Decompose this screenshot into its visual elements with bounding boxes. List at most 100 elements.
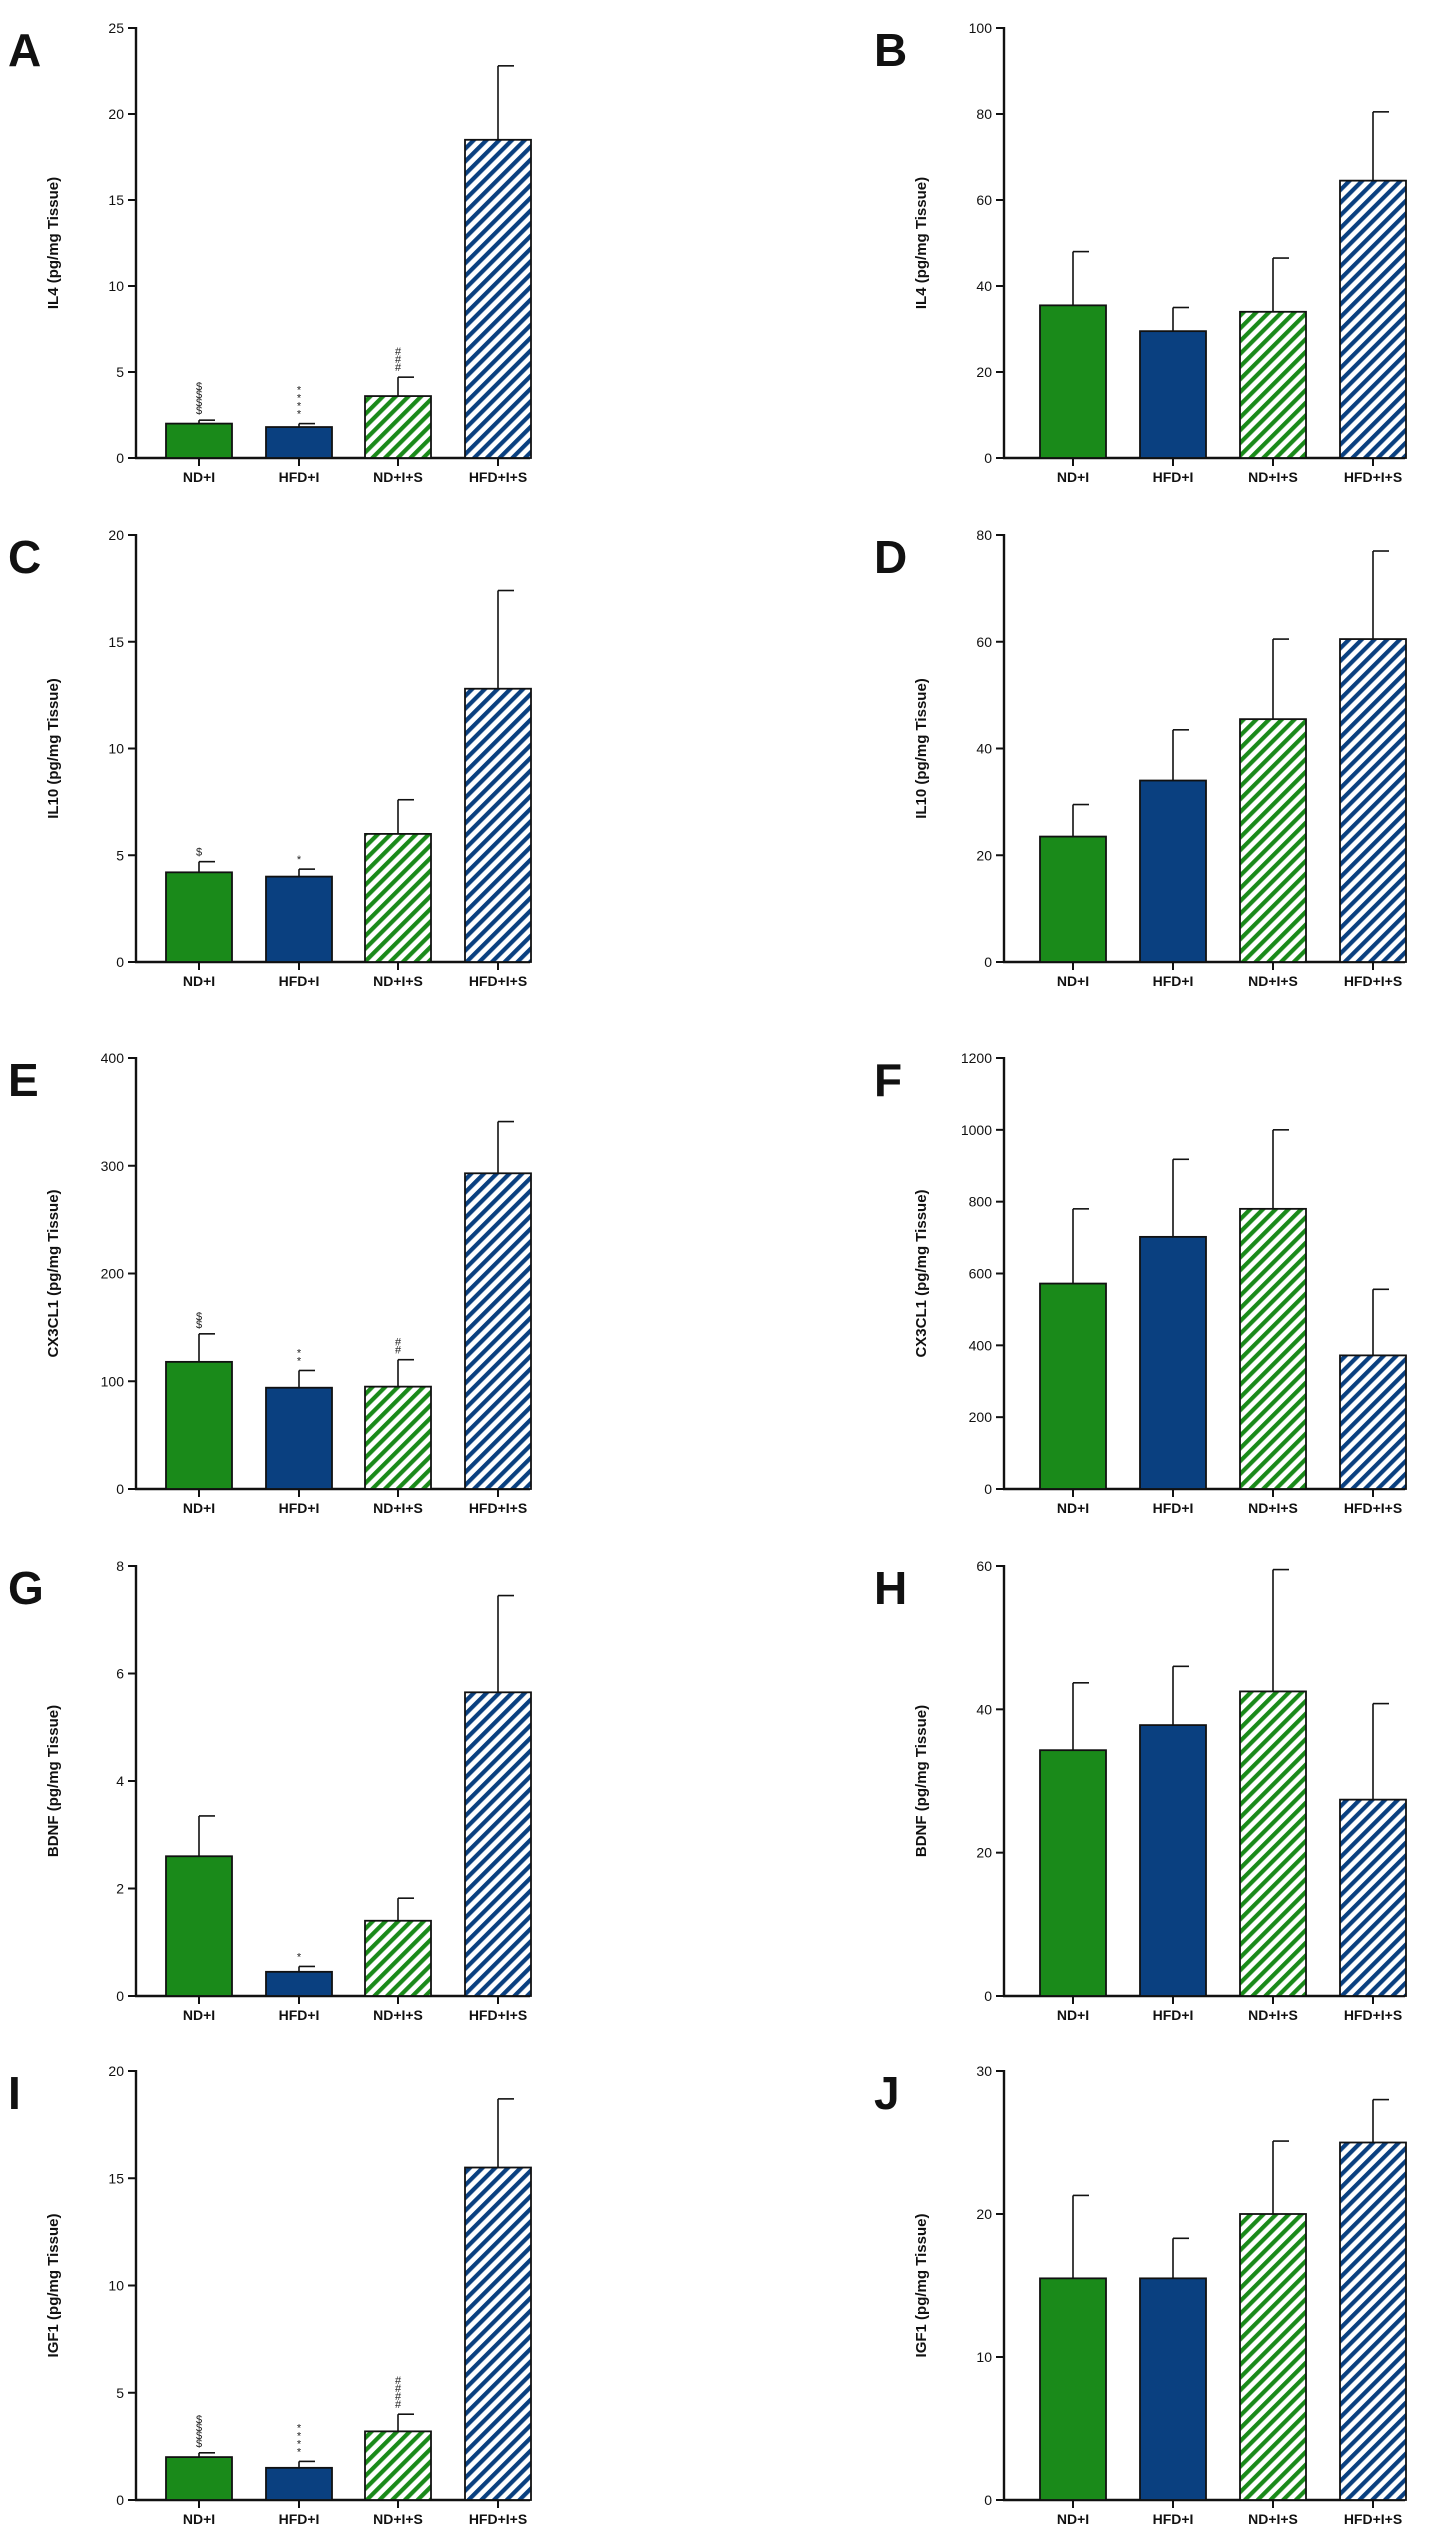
bar-hfd-i [265, 1970, 333, 1997]
y-tick-label: 60 [976, 192, 992, 208]
y-tick-label: 2 [116, 1881, 124, 1897]
x-tick-label: ND+I [183, 469, 215, 485]
y-axis-label: CX3CL1 (pg/mg Tissue) [45, 1189, 62, 1357]
y-tick-label: 80 [976, 106, 992, 122]
y-axis-label: IL10 (pg/mg Tissue) [45, 678, 62, 819]
x-tick-label: HFD+I+S [1344, 1500, 1402, 1516]
bar-nd-i [1039, 1749, 1107, 1997]
y-tick-label: 5 [116, 847, 124, 863]
bar-nd-i [1039, 1282, 1107, 1490]
x-tick-label: ND+I [1057, 2007, 1089, 2023]
bar-hfd-i [265, 2466, 333, 2501]
significance-mark: $ [196, 1311, 202, 1323]
bar-hfd-i [265, 1386, 333, 1490]
bar-nd-i [1039, 835, 1107, 963]
bar-nd-i [1039, 2277, 1107, 2501]
y-tick-label: 0 [984, 1988, 992, 2004]
significance-mark: * [297, 1355, 302, 1367]
x-tick-label: ND+I+S [373, 2007, 423, 2023]
bar-nd-i [165, 1855, 233, 1997]
y-tick-label: 4 [116, 1773, 124, 1789]
significance-mark: * [297, 401, 302, 413]
x-tick-label: HFD+I+S [1344, 469, 1402, 485]
bar-hfd-i-s [464, 687, 532, 963]
bar-hfd-i-s [1339, 1798, 1407, 1997]
significance-mark: * [297, 2422, 302, 2434]
x-tick-label: HFD+I [1153, 2511, 1194, 2527]
y-tick-label: 80 [976, 527, 992, 543]
y-tick-label: 10 [108, 741, 124, 757]
significance-mark: $ [196, 2414, 202, 2426]
significance-mark: $ [196, 381, 202, 393]
x-tick-label: HFD+I [279, 469, 320, 485]
x-tick-label: ND+I [1057, 2511, 1089, 2527]
significance-mark: # [395, 2391, 402, 2403]
y-tick-label: 800 [969, 1194, 993, 1210]
y-tick-label: 0 [116, 2492, 124, 2508]
significance-mark: $ [196, 847, 202, 859]
y-tick-label: 100 [101, 1373, 125, 1389]
x-tick-label: ND+I+S [373, 2511, 423, 2527]
significance-mark: # [395, 2399, 402, 2411]
y-tick-label: 10 [108, 278, 124, 294]
y-tick-label: 20 [976, 2206, 992, 2222]
y-tick-label: 25 [108, 20, 124, 36]
y-tick-label: 0 [116, 1988, 124, 2004]
bar-hfd-i [265, 426, 333, 459]
bar-nd-i [165, 1360, 233, 1490]
panel-letter: C [8, 531, 41, 583]
bar-hfd-i-s [464, 138, 532, 459]
y-tick-label: 6 [116, 1666, 124, 1682]
y-tick-label: 20 [976, 364, 992, 380]
y-tick-label: 0 [984, 954, 992, 970]
significance-mark: * [297, 393, 302, 405]
panel-c: C IL10 (pg/mg Tissue) 0 5 10 15 20 ND+I $ HFD+I * N… [8, 527, 532, 989]
bar-nd-i-s [364, 2430, 432, 2501]
bar-hfd-i-s [464, 1172, 532, 1490]
bar-nd-i-s [1239, 718, 1307, 963]
x-tick-label: HFD+I [279, 1500, 320, 1516]
y-axis-label: IL4 (pg/mg Tissue) [45, 177, 62, 309]
y-tick-label: 1000 [961, 1122, 992, 1138]
panel-g: G BDNF (pg/mg Tissue) 0 2 4 6 8 ND+I HFD+I * ND+I+… [8, 1558, 532, 2023]
bar-nd-i-s [1239, 1207, 1307, 1490]
significance-mark: * [297, 1347, 302, 1359]
y-tick-label: 0 [984, 2492, 992, 2508]
y-tick-label: 60 [976, 634, 992, 650]
y-tick-label: 8 [116, 1558, 124, 1574]
y-axis-label: BDNF (pg/mg Tissue) [45, 1705, 62, 1857]
x-tick-label: ND+I [1057, 469, 1089, 485]
bar-nd-i-s [364, 1385, 432, 1490]
significance-mark: * [297, 2438, 302, 2450]
panel-h: H BDNF (pg/mg Tissue) 0 20 40 60 ND+I HFD+I ND+I… [874, 1558, 1407, 2023]
x-tick-label: HFD+I+S [1344, 973, 1402, 989]
significance-mark: $ [196, 2430, 202, 2442]
y-tick-label: 20 [108, 2063, 124, 2079]
x-tick-label: HFD+I+S [469, 2511, 527, 2527]
y-tick-label: 15 [108, 2170, 124, 2186]
y-tick-label: 20 [108, 527, 124, 543]
significance-mark: # [395, 1337, 402, 1349]
bar-hfd-i [1139, 330, 1207, 459]
x-tick-label: ND+I [183, 1500, 215, 1516]
y-tick-label: 40 [976, 1701, 992, 1717]
x-tick-label: HFD+I+S [469, 973, 527, 989]
bar-nd-i-s [1239, 2213, 1307, 2501]
x-tick-label: HFD+I [279, 2511, 320, 2527]
x-tick-label: HFD+I [279, 2007, 320, 2023]
y-tick-label: 40 [976, 278, 992, 294]
panel-letter: J [874, 2067, 900, 2119]
bar-hfd-i [1139, 1235, 1207, 1490]
panel-letter: F [874, 1054, 902, 1106]
significance-mark: # [395, 2383, 402, 2395]
panel-letter: H [874, 1562, 907, 1614]
y-tick-label: 400 [969, 1337, 993, 1353]
panel-letter: A [8, 24, 41, 76]
panel-b: B IL4 (pg/mg Tissue) 0 20 40 60 80 100 ND+I HFD+I… [874, 20, 1407, 485]
bar-nd-i-s [1239, 310, 1307, 459]
panel-j: J IGF1 (pg/mg Tissue) 0 10 20 30 ND+I HFD+I ND+I… [874, 2063, 1407, 2527]
y-tick-label: 10 [976, 2349, 992, 2365]
